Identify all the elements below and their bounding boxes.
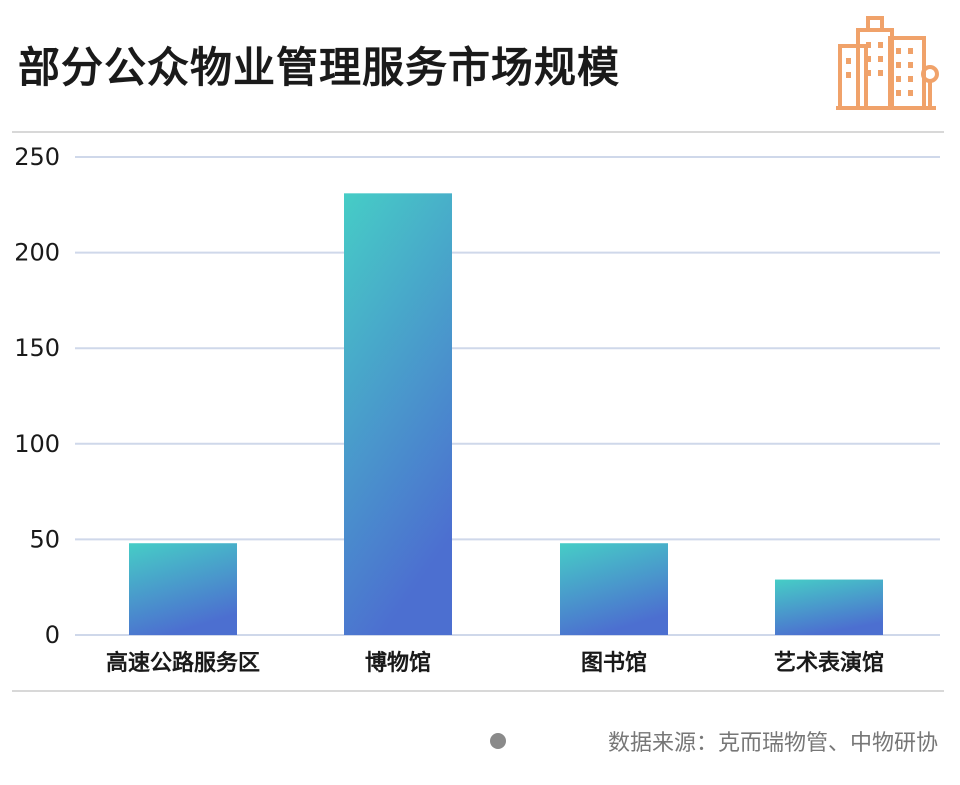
bottom-divider [12,690,944,692]
y-tick-label: 100 [14,430,60,458]
x-tick-label: 艺术表演馆 [774,650,884,676]
bullet-icon [490,733,506,749]
x-tick-label: 图书馆 [581,650,647,676]
building-icon [836,16,939,110]
y-tick-label: 0 [45,621,60,649]
bar-2 [560,543,668,635]
y-tick-label: 150 [14,334,60,362]
top-divider [12,131,944,133]
bar-1 [344,193,452,635]
bar-3 [775,579,883,635]
bar-0 [129,543,237,635]
x-tick-label: 高速公路服务区 [106,650,260,676]
y-tick-label: 200 [14,239,60,267]
y-tick-label: 250 [14,143,60,171]
page-title: 部分公众物业管理服务市场规模 [18,43,621,92]
source-note: 数据来源：克而瑞物管、中物研协 [607,731,938,756]
y-tick-label: 50 [29,525,60,553]
x-tick-label: 博物馆 [365,650,431,676]
